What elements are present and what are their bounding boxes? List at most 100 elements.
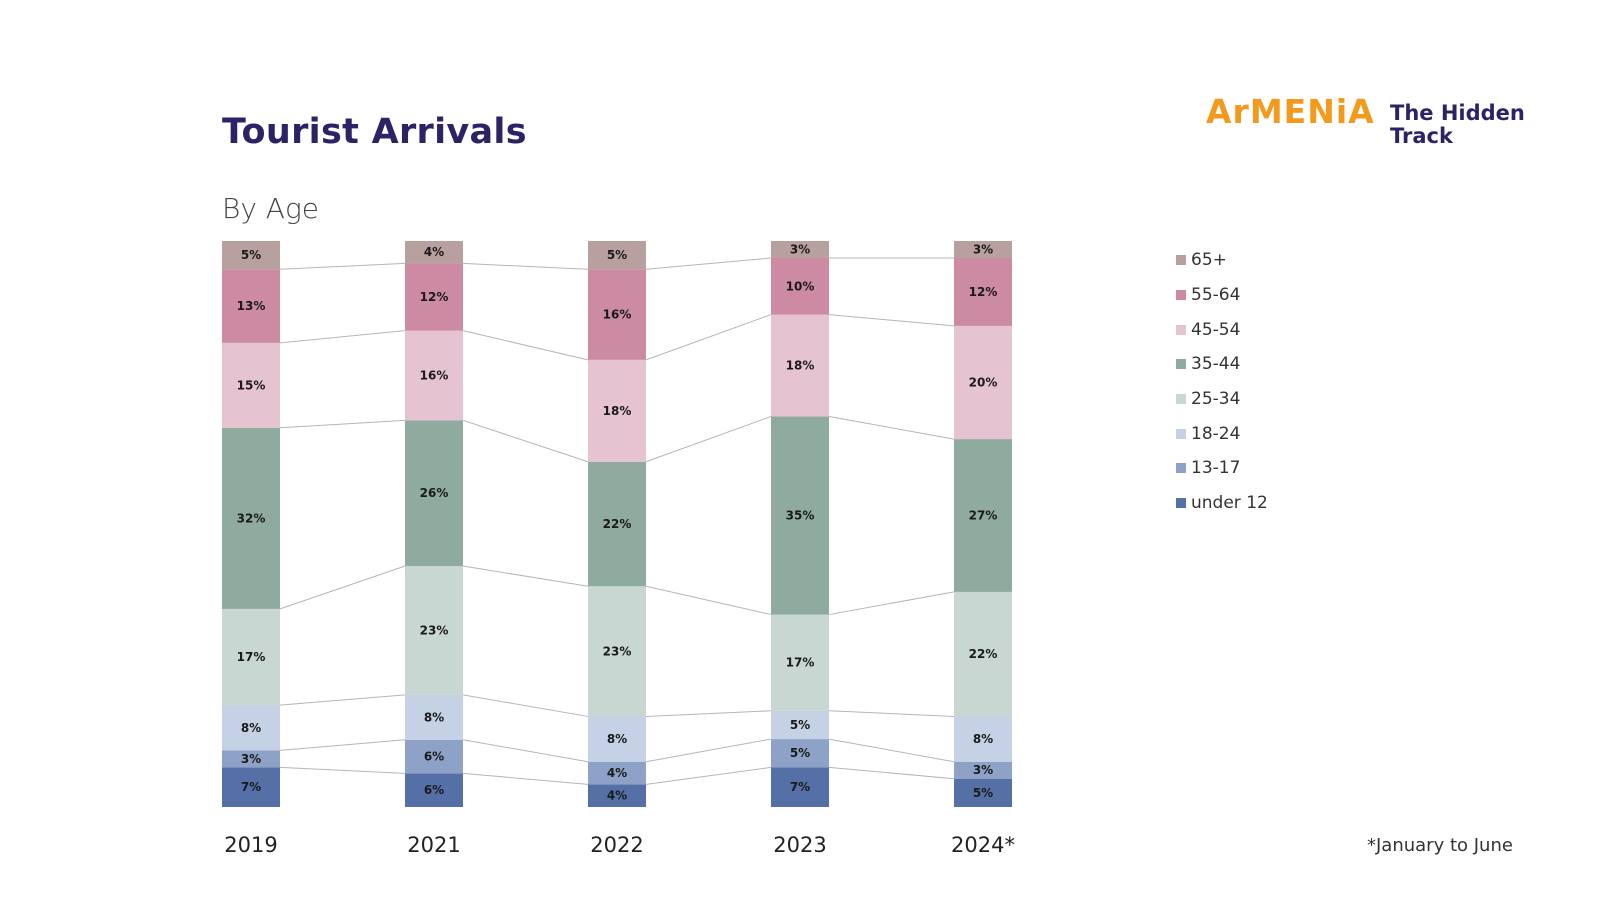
data-label: 23% (420, 623, 449, 637)
connector-line (279, 766, 406, 774)
x-tick-label: 2022 (590, 833, 643, 857)
data-label: 20% (969, 376, 998, 390)
connector-line (828, 415, 955, 440)
data-label: 26% (420, 486, 449, 500)
bar-segment-2021-13-17 (405, 739, 463, 774)
data-label: 6% (424, 750, 444, 764)
bar-segment-2022-13-17 (588, 761, 646, 785)
data-label: 15% (237, 378, 266, 392)
connector-line (279, 694, 406, 706)
bar-segment-2019-35-44 (222, 427, 280, 609)
legend-item: 18-24 (1176, 416, 1268, 451)
connector-line (645, 710, 772, 717)
legend-item: 35-44 (1176, 347, 1268, 382)
connector-line (462, 739, 589, 763)
bar-segment-2023-13-17 (771, 739, 829, 768)
data-label: 35% (786, 509, 815, 523)
legend-item: under 12 (1176, 486, 1268, 521)
data-label: 27% (969, 509, 998, 523)
x-tick-label: 2019 (224, 833, 277, 857)
bar-segment-2019-65+ (222, 241, 280, 270)
connector-line (828, 766, 955, 780)
bar-segment-2024-13-17 (954, 761, 1012, 779)
data-label: 4% (424, 245, 444, 259)
legend-label: 25-34 (1191, 389, 1241, 410)
logo-armenia-wordmark: ArMENiA (1206, 92, 1375, 131)
connector-line (279, 565, 406, 610)
bar-segment-2021-35-44 (405, 420, 463, 567)
connector-line (279, 262, 406, 270)
legend-label: 13-17 (1191, 458, 1241, 479)
bar-segment-2021-55-64 (405, 263, 463, 331)
bar-segment-2023-25-34 (771, 614, 829, 711)
bar-segment-2021-45-54 (405, 330, 463, 421)
connector-line (279, 739, 406, 751)
connector-line (645, 738, 772, 763)
bar-segment-2023-65+ (771, 241, 829, 258)
page-title: Tourist Arrivals (222, 112, 527, 152)
data-label: 10% (786, 279, 815, 293)
legend-label: 18-24 (1191, 423, 1241, 444)
bar-segment-2022-65+ (588, 241, 646, 270)
bar-segment-2022-45-54 (588, 359, 646, 462)
legend-label: 55-64 (1191, 285, 1241, 306)
connector-lines (279, 257, 955, 785)
x-tick-label: 2024* (951, 833, 1015, 857)
legend-swatch (1176, 290, 1186, 301)
bar-segment-2021-18-24 (405, 694, 463, 740)
connector-line (645, 766, 772, 785)
legend-swatch (1176, 428, 1186, 439)
data-label: 3% (790, 242, 810, 256)
connector-line (462, 772, 589, 785)
logo-tagline: The Hidden Track (1390, 102, 1525, 148)
bars (222, 241, 1012, 807)
segment-labels: 7% 3% 8% 17% 32% 15% 13% 5% 6% 6% 8% 23% 26% 16% 12% 4%… (237, 242, 998, 802)
legend-item: 55-64 (1176, 278, 1268, 313)
data-label: 18% (603, 404, 632, 418)
data-label: 16% (603, 308, 632, 322)
bar-segment-2024-55-64 (954, 257, 1012, 326)
bar-segment-2024-35-44 (954, 439, 1012, 592)
data-label: 5% (790, 746, 810, 760)
data-label: 8% (241, 721, 261, 735)
data-label: 7% (241, 780, 261, 794)
connector-line (462, 694, 589, 717)
bar-segment-2023-35-44 (771, 416, 829, 615)
data-label: 3% (973, 242, 993, 256)
legend-swatch (1176, 359, 1186, 370)
logo-tagline-line1: The Hidden (1390, 101, 1525, 125)
data-label: 3% (973, 763, 993, 777)
chart-subtitle: By Age (222, 192, 319, 225)
legend-item: 13-17 (1176, 451, 1268, 486)
bar-segment-2019-under-12 (222, 767, 280, 807)
bar-segment-2021-under-12 (405, 773, 463, 807)
connector-line (828, 738, 955, 763)
bar-segment-2023-45-54 (771, 314, 829, 417)
data-label: 8% (973, 732, 993, 746)
bar-segment-2019-13-17 (222, 750, 280, 768)
data-label: 5% (973, 786, 993, 800)
bar-segment-2024-25-34 (954, 591, 1012, 717)
data-label: 3% (241, 752, 261, 766)
data-label: 13% (237, 299, 266, 313)
connector-line (828, 314, 955, 327)
bar-segment-2022-under-12 (588, 784, 646, 807)
data-label: 8% (424, 710, 444, 724)
data-label: 32% (237, 511, 266, 525)
logo-tagline-line2: Track (1390, 124, 1453, 148)
legend-swatch (1176, 394, 1186, 405)
connector-line (462, 330, 589, 361)
legend-item: 45-54 (1176, 312, 1268, 347)
legend-swatch (1176, 324, 1186, 335)
bar-segment-2022-18-24 (588, 716, 646, 762)
bar-segment-2019-55-64 (222, 269, 280, 343)
legend-item: 65+ (1176, 243, 1268, 278)
legend-label: 65+ (1191, 250, 1227, 271)
data-label: 16% (420, 368, 449, 382)
data-label: 17% (786, 656, 815, 670)
legend-swatch (1176, 255, 1186, 266)
connector-line (279, 419, 406, 429)
bar-segment-2024-18-24 (954, 716, 1012, 762)
connector-line (462, 419, 589, 463)
legend-label: under 12 (1191, 493, 1268, 514)
